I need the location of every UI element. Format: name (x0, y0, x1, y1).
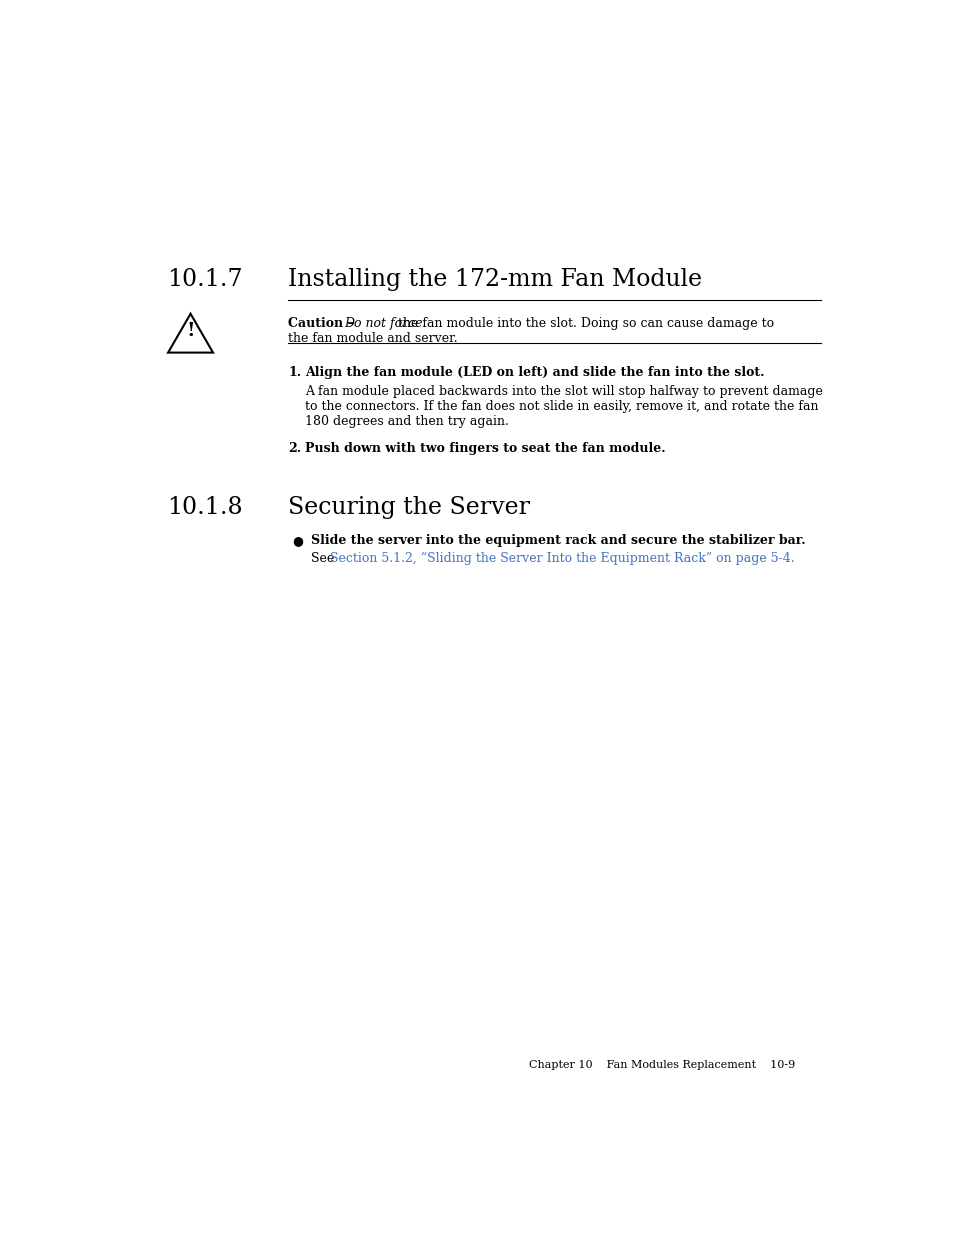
Text: !: ! (186, 322, 194, 340)
Text: 1.: 1. (288, 366, 301, 379)
Text: Push down with two fingers to seat the fan module.: Push down with two fingers to seat the f… (305, 442, 665, 454)
Text: 180 degrees and then try again.: 180 degrees and then try again. (305, 415, 509, 429)
Text: Do not force: Do not force (344, 317, 422, 330)
Text: A fan module placed backwards into the slot will stop halfway to prevent damage: A fan module placed backwards into the s… (305, 385, 822, 399)
Text: Align the fan module (LED on left) and slide the fan into the slot.: Align the fan module (LED on left) and s… (305, 366, 764, 379)
Text: Chapter 10    Fan Modules Replacement    10-9: Chapter 10 Fan Modules Replacement 10-9 (528, 1060, 794, 1070)
Text: to the connectors. If the fan does not slide in easily, remove it, and rotate th: to the connectors. If the fan does not s… (305, 400, 818, 414)
Text: ●: ● (292, 535, 303, 547)
Text: 10.1.7: 10.1.7 (167, 268, 243, 290)
Text: 2.: 2. (288, 442, 301, 454)
Text: Slide the server into the equipment rack and secure the stabilizer bar.: Slide the server into the equipment rack… (311, 535, 805, 547)
Text: Section 5.1.2, “Sliding the Server Into the Equipment Rack” on page 5-4.: Section 5.1.2, “Sliding the Server Into … (330, 552, 794, 566)
Text: the fan module and server.: the fan module and server. (288, 332, 457, 346)
Text: See: See (311, 552, 338, 566)
Text: Installing the 172-mm Fan Module: Installing the 172-mm Fan Module (288, 268, 701, 290)
Text: Caution –: Caution – (288, 317, 357, 330)
Text: the fan module into the slot. Doing so can cause damage to: the fan module into the slot. Doing so c… (394, 317, 774, 330)
Text: 10.1.8: 10.1.8 (167, 496, 243, 519)
Text: Securing the Server: Securing the Server (288, 496, 530, 519)
